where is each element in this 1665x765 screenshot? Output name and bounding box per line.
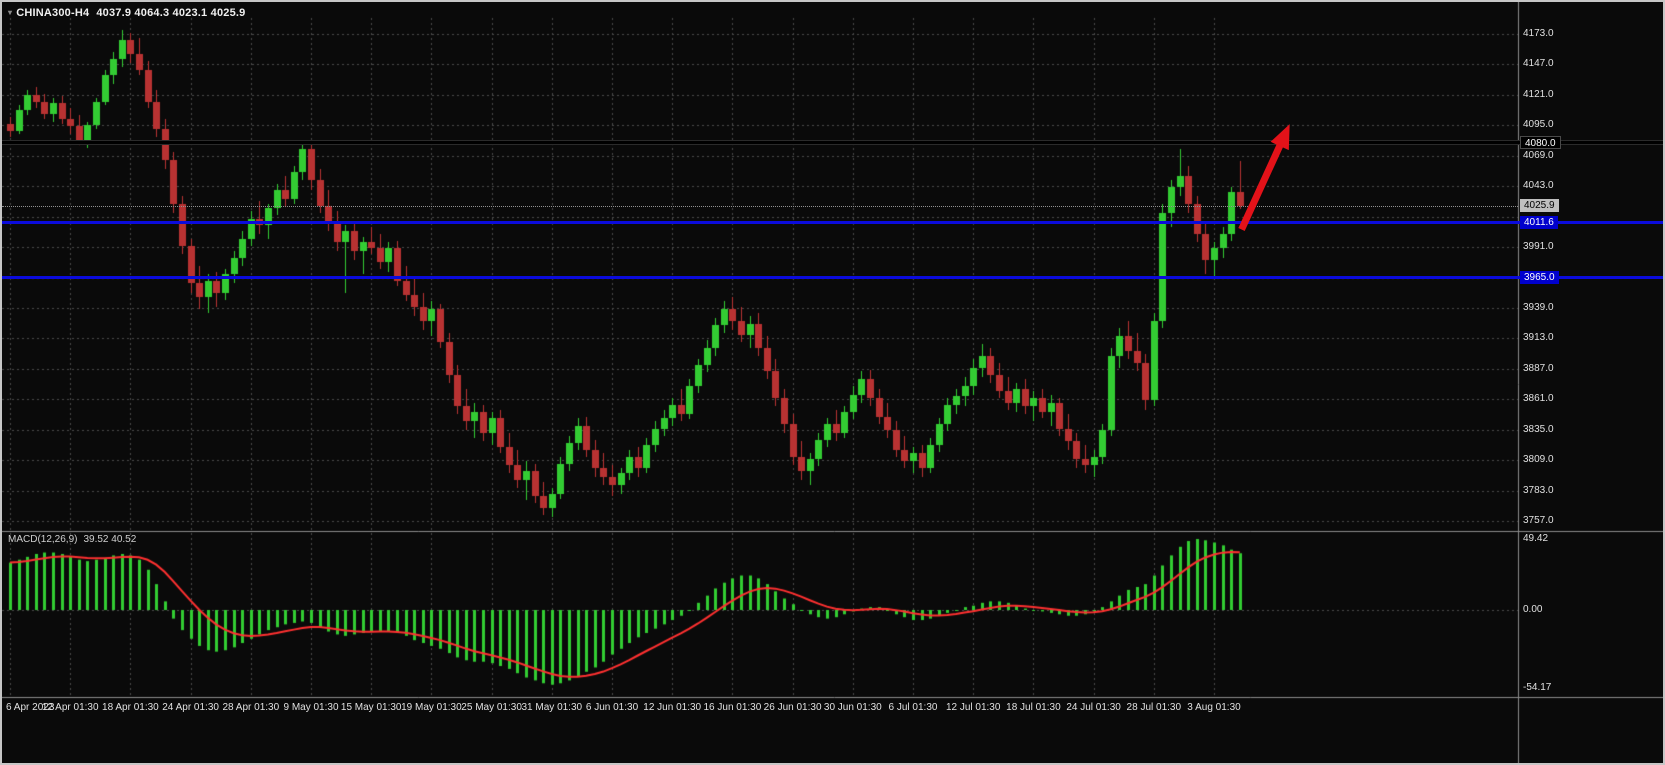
symbol-marker-icon: ▾: [8, 8, 13, 17]
macd-indicator-label: MACD(12,26,9) 39.52 40.52: [8, 534, 136, 545]
symbol-info: ▾ CHINA300-H4 4037.9 4064.3 4023.1 4025.9: [8, 7, 245, 19]
macd-title: MACD(12,26,9): [8, 534, 78, 545]
macd-values: 39.52 40.52: [83, 534, 137, 545]
symbol-title: CHINA300-H4: [16, 7, 90, 19]
ohlc-readout: 4037.9 4064.3 4023.1 4025.9: [96, 7, 246, 19]
